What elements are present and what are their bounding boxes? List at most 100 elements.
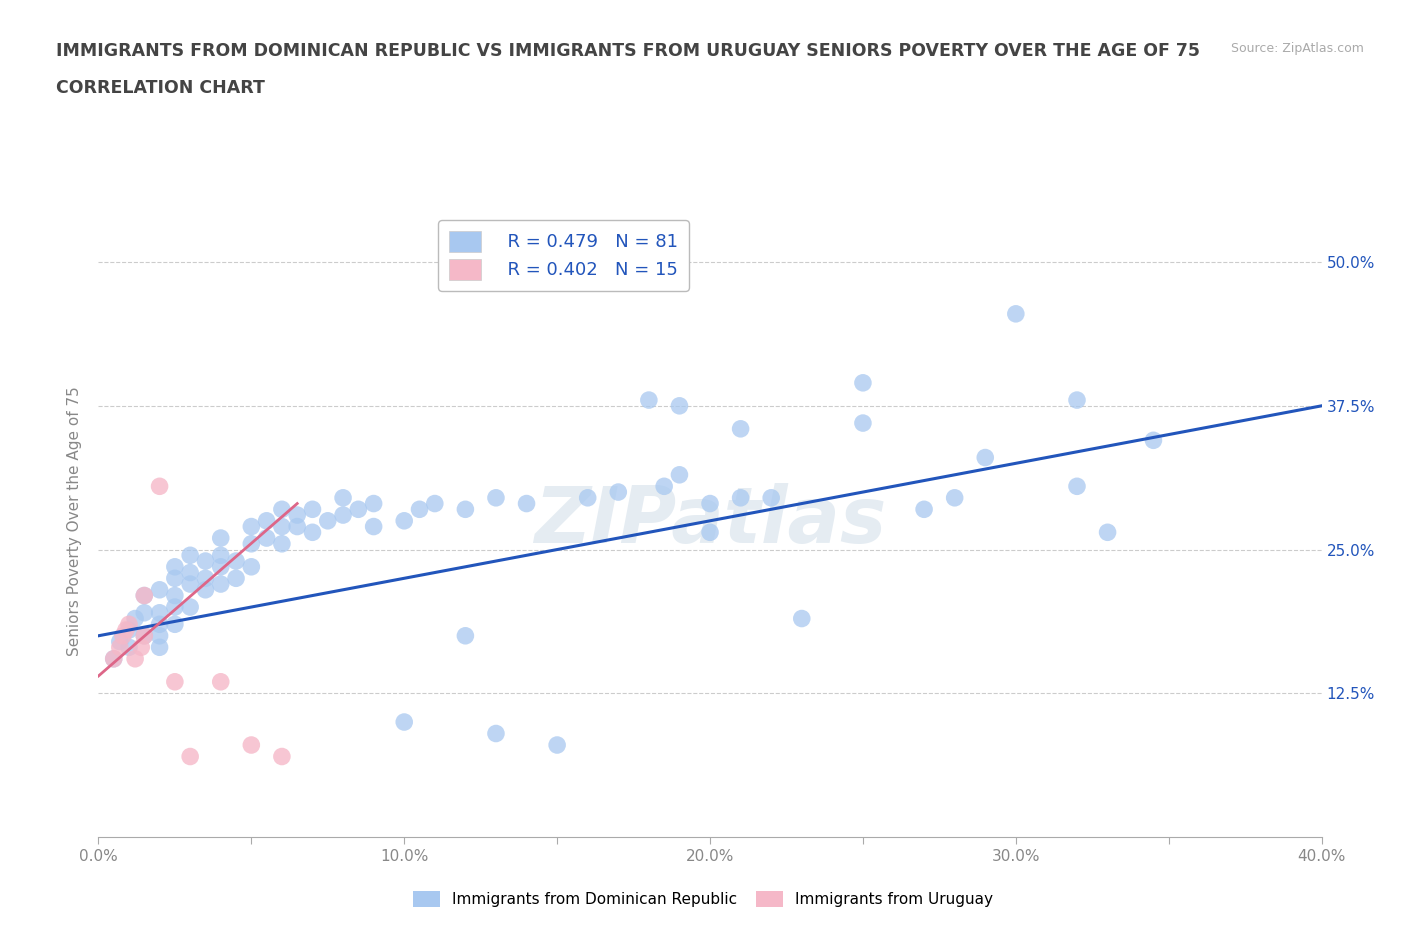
Point <box>149 582 172 597</box>
Point <box>852 416 875 431</box>
Point <box>1004 306 1026 321</box>
Point <box>194 571 217 586</box>
Point <box>179 749 201 764</box>
Point <box>179 600 201 615</box>
Point <box>730 421 752 436</box>
Point <box>316 513 339 528</box>
Point <box>163 559 186 574</box>
Point <box>129 640 152 655</box>
Point <box>240 737 263 752</box>
Point <box>256 531 278 546</box>
Point <box>1066 479 1088 494</box>
Point <box>332 508 354 523</box>
Point <box>668 398 690 413</box>
Point <box>209 674 232 689</box>
Point <box>392 513 416 528</box>
Point <box>209 559 232 574</box>
Point <box>943 490 966 505</box>
Point <box>118 617 141 631</box>
Point <box>730 490 752 505</box>
Point <box>285 508 308 523</box>
Point <box>163 617 186 631</box>
Text: Source: ZipAtlas.com: Source: ZipAtlas.com <box>1230 42 1364 55</box>
Point <box>103 651 125 666</box>
Point <box>179 565 201 580</box>
Point <box>149 479 172 494</box>
Point <box>103 651 125 666</box>
Point <box>270 749 292 764</box>
Point <box>347 502 370 517</box>
Point <box>111 629 134 644</box>
Point <box>134 629 156 644</box>
Point <box>852 376 875 391</box>
Point <box>576 490 599 505</box>
Point <box>118 622 141 637</box>
Point <box>408 502 430 517</box>
Point <box>454 502 477 517</box>
Point <box>454 629 477 644</box>
Text: CORRELATION CHART: CORRELATION CHART <box>56 79 266 97</box>
Point <box>240 559 263 574</box>
Point <box>637 392 661 407</box>
Point <box>225 553 247 568</box>
Point <box>209 531 232 546</box>
Point <box>974 450 997 465</box>
Point <box>1097 525 1119 539</box>
Point <box>225 571 247 586</box>
Point <box>163 674 186 689</box>
Point <box>912 502 935 517</box>
Y-axis label: Seniors Poverty Over the Age of 75: Seniors Poverty Over the Age of 75 <box>67 386 83 656</box>
Text: ZIPatlas: ZIPatlas <box>534 483 886 559</box>
Point <box>301 502 323 517</box>
Point <box>179 577 201 591</box>
Point <box>699 525 721 539</box>
Point <box>256 513 278 528</box>
Text: IMMIGRANTS FROM DOMINICAN REPUBLIC VS IMMIGRANTS FROM URUGUAY SENIORS POVERTY OV: IMMIGRANTS FROM DOMINICAN REPUBLIC VS IM… <box>56 42 1201 60</box>
Point <box>108 640 131 655</box>
Point <box>194 582 217 597</box>
Point <box>134 588 156 603</box>
Point <box>668 468 690 483</box>
Point <box>790 611 813 626</box>
Point <box>163 588 186 603</box>
Point <box>270 519 292 534</box>
Point <box>179 548 201 563</box>
Point <box>149 605 172 620</box>
Point <box>163 600 186 615</box>
Legend: Immigrants from Dominican Republic, Immigrants from Uruguay: Immigrants from Dominican Republic, Immi… <box>406 884 1000 913</box>
Point <box>124 611 146 626</box>
Point <box>124 651 146 666</box>
Point <box>285 519 308 534</box>
Point <box>240 519 263 534</box>
Point <box>108 634 131 649</box>
Point <box>270 502 292 517</box>
Point <box>209 577 232 591</box>
Point <box>652 479 675 494</box>
Point <box>240 537 263 551</box>
Point <box>423 496 446 511</box>
Point <box>332 490 354 505</box>
Point <box>134 588 156 603</box>
Point <box>118 640 141 655</box>
Point <box>607 485 630 499</box>
Point <box>516 496 538 511</box>
Point <box>149 629 172 644</box>
Point <box>392 714 416 729</box>
Point <box>194 553 217 568</box>
Point <box>363 519 385 534</box>
Point <box>149 640 172 655</box>
Point <box>759 490 782 505</box>
Point <box>209 548 232 563</box>
Point <box>363 496 385 511</box>
Point <box>134 605 156 620</box>
Point <box>546 737 568 752</box>
Point <box>485 490 508 505</box>
Point <box>115 622 138 637</box>
Point <box>134 629 156 644</box>
Point <box>1066 392 1088 407</box>
Point <box>301 525 323 539</box>
Point <box>149 617 172 631</box>
Point <box>1142 432 1164 447</box>
Point <box>485 726 508 741</box>
Point <box>699 496 721 511</box>
